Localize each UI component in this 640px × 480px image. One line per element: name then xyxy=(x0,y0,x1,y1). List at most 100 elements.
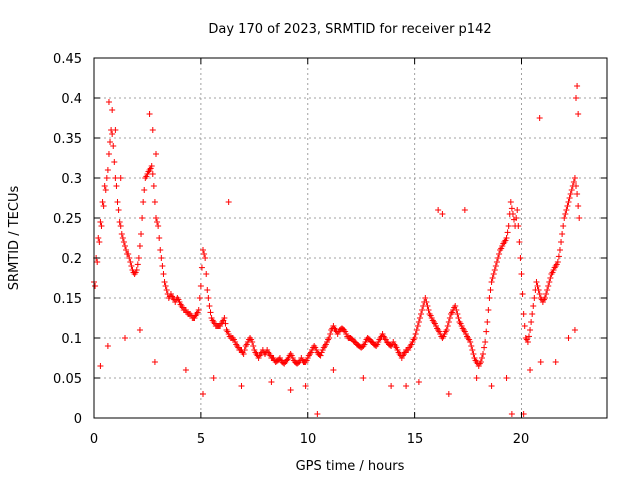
data-point xyxy=(376,336,383,343)
data-point xyxy=(502,237,509,244)
data-point xyxy=(440,333,447,340)
data-point xyxy=(446,315,453,321)
data-point xyxy=(435,207,442,213)
chart-title: Day 170 of 2023, SRMTID for receiver p14… xyxy=(208,22,491,37)
data-point xyxy=(360,375,367,381)
data-point xyxy=(516,239,523,245)
data-point xyxy=(494,255,501,261)
data-point xyxy=(322,341,329,348)
data-point xyxy=(473,375,480,381)
data-point xyxy=(101,183,108,189)
data-point xyxy=(96,239,103,245)
data-point xyxy=(265,349,272,356)
data-point xyxy=(519,291,526,297)
data-point xyxy=(109,131,116,137)
data-point xyxy=(149,127,156,133)
data-point xyxy=(484,319,491,325)
data-point xyxy=(530,303,537,309)
data-point xyxy=(303,357,310,364)
data-point xyxy=(483,328,490,335)
data-point xyxy=(162,283,169,289)
data-point xyxy=(97,363,104,369)
data-point xyxy=(121,243,128,249)
data-point xyxy=(374,341,381,348)
data-point xyxy=(549,269,556,276)
data-point xyxy=(533,279,540,285)
data-point xyxy=(248,336,255,343)
data-point xyxy=(124,251,131,257)
data-point xyxy=(573,95,580,101)
data-point xyxy=(545,283,552,289)
data-point xyxy=(151,359,158,365)
data-point xyxy=(564,203,571,209)
data-point xyxy=(423,299,430,305)
data-point xyxy=(233,341,240,348)
data-point xyxy=(92,283,99,289)
data-point xyxy=(198,264,205,271)
data-point xyxy=(110,143,117,149)
data-point xyxy=(500,240,507,247)
data-point xyxy=(415,319,422,325)
data-point xyxy=(382,336,389,343)
data-point xyxy=(126,255,133,261)
data-point xyxy=(209,317,216,324)
data-point xyxy=(94,259,101,265)
data-point xyxy=(192,312,199,319)
data-point xyxy=(175,296,182,303)
data-point xyxy=(320,344,327,351)
y-axis-label: SRMTID / TECUs xyxy=(7,186,22,291)
data-point xyxy=(210,375,217,381)
data-point xyxy=(478,355,485,361)
data-point xyxy=(314,411,321,417)
data-point xyxy=(485,307,492,313)
data-point xyxy=(327,331,334,337)
data-point xyxy=(152,151,159,157)
data-point xyxy=(150,183,157,189)
data-point xyxy=(453,307,460,313)
data-point xyxy=(161,279,168,285)
y-tick-label-0.1: 0.1 xyxy=(61,332,82,347)
data-point xyxy=(123,247,130,253)
data-point xyxy=(140,199,147,205)
data-point xyxy=(151,199,158,205)
data-point xyxy=(117,223,124,229)
data-point xyxy=(268,379,275,385)
data-point xyxy=(207,309,214,316)
data-point xyxy=(156,235,163,241)
data-point xyxy=(532,287,539,293)
data-point xyxy=(444,323,451,329)
data-point xyxy=(136,243,143,249)
data-point xyxy=(527,327,534,333)
data-point xyxy=(463,333,470,340)
data-point xyxy=(121,335,128,341)
data-point xyxy=(222,320,229,327)
data-point xyxy=(573,183,580,189)
data-point xyxy=(466,336,473,343)
data-point xyxy=(134,261,141,268)
data-point xyxy=(287,387,294,393)
data-point xyxy=(399,352,406,359)
data-point xyxy=(559,231,566,237)
data-point xyxy=(224,328,231,335)
data-point xyxy=(105,99,112,105)
data-point xyxy=(498,245,505,252)
data-point xyxy=(480,351,487,357)
data-point xyxy=(429,317,436,324)
data-point xyxy=(118,231,125,237)
data-point xyxy=(540,296,547,303)
data-point xyxy=(231,336,238,343)
data-point xyxy=(521,323,528,329)
data-point xyxy=(256,352,263,359)
data-point xyxy=(576,215,583,221)
data-point xyxy=(508,205,515,212)
data-point xyxy=(571,175,578,181)
data-point xyxy=(182,367,189,373)
data-point xyxy=(380,333,387,340)
data-point xyxy=(493,259,500,265)
data-point xyxy=(567,191,574,197)
y-tick-label-0.25: 0.25 xyxy=(53,212,82,227)
data-point xyxy=(470,351,477,357)
data-point xyxy=(169,293,176,300)
data-point xyxy=(135,255,142,261)
